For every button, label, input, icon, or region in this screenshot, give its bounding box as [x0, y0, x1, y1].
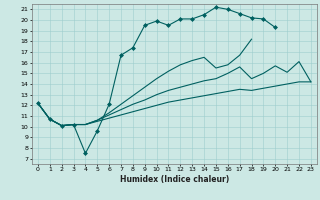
X-axis label: Humidex (Indice chaleur): Humidex (Indice chaleur)	[120, 175, 229, 184]
